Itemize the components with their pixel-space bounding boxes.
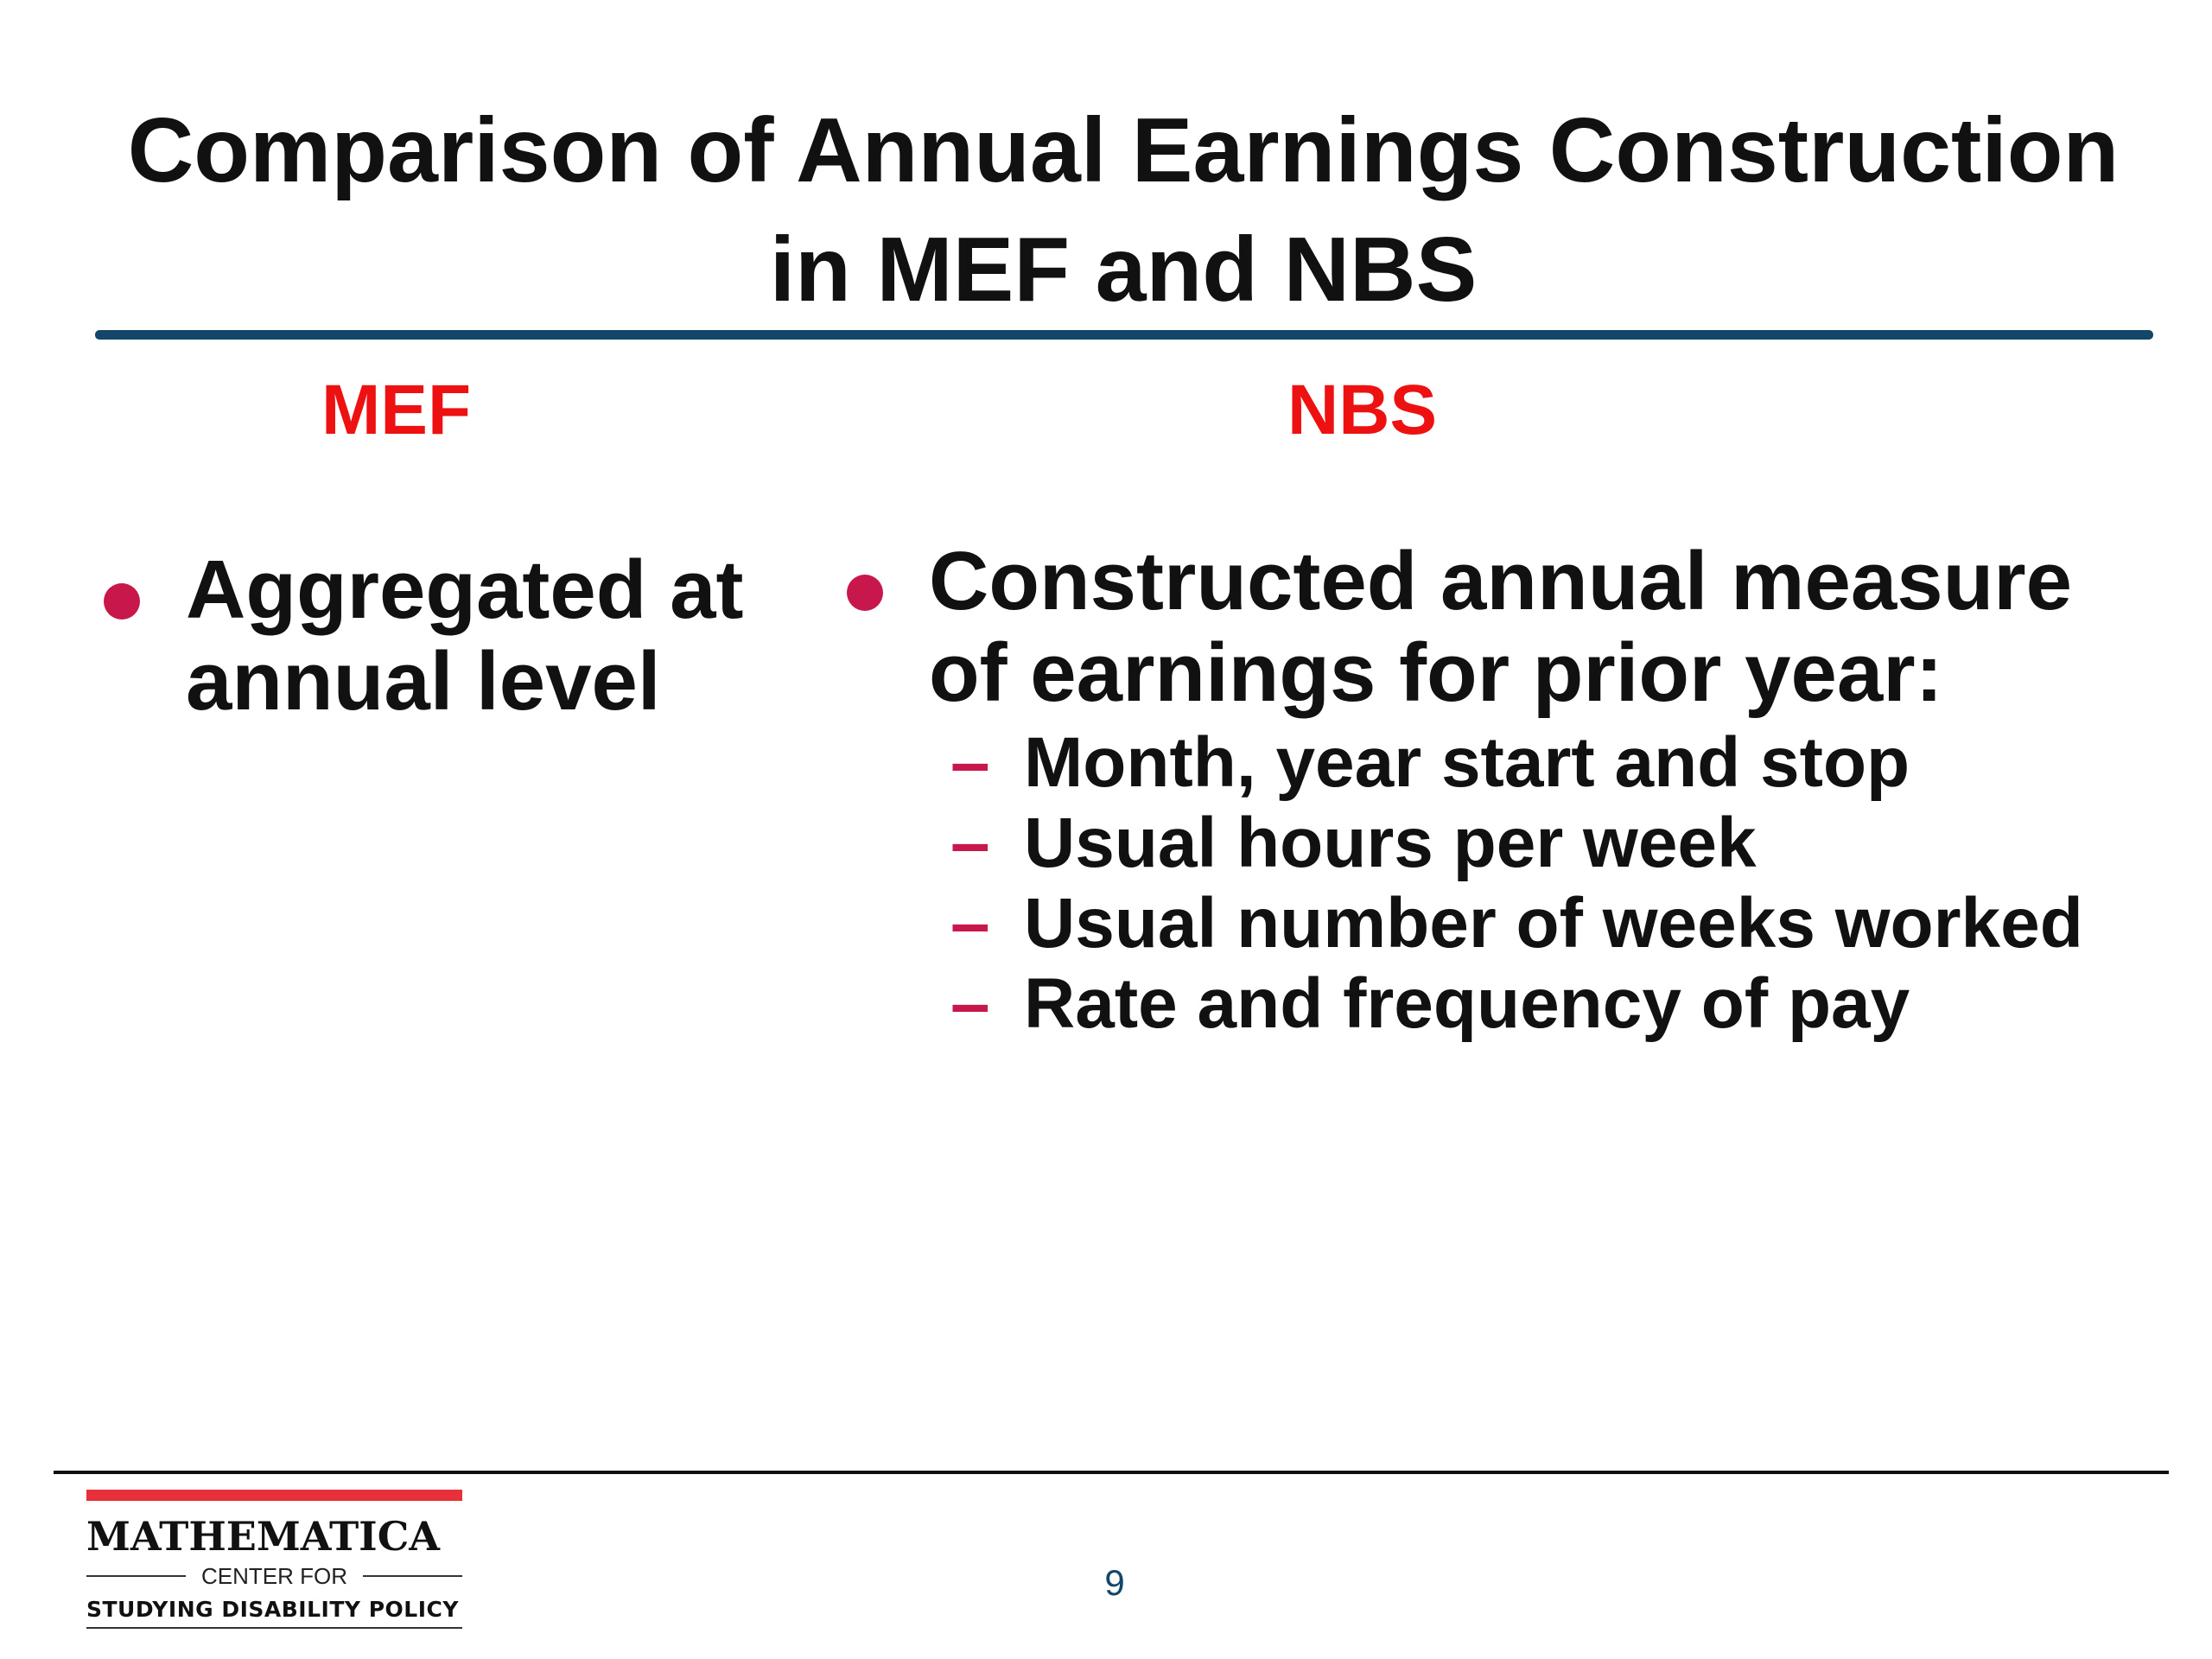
dash-icon: – (950, 723, 990, 802)
logo-rule-right (363, 1575, 462, 1577)
title-line-2: in MEF and NBS (769, 219, 1478, 321)
sub-bullet-text: Usual hours per week (1024, 804, 1757, 882)
mef-column: Aggregated at annual level (104, 544, 847, 728)
sub-bullet-item: – Usual number of weeks worked (950, 883, 2195, 963)
bullet-text: Aggregated at annual level (186, 544, 847, 728)
footer-divider (54, 1471, 2169, 1474)
logo-accent-bar (86, 1490, 462, 1501)
dash-icon: – (950, 884, 990, 963)
logo-center-for-text: CENTER FOR (201, 1563, 347, 1589)
sub-bullet-item: – Usual hours per week (950, 803, 2195, 883)
mathematica-logo: MATHEMATICA CENTER FOR STUDYING DISABILI… (86, 1490, 462, 1629)
sub-bullet-text: Usual number of weeks worked (1024, 884, 2083, 963)
sub-bullet-text: Month, year start and stop (1024, 723, 1910, 802)
mef-column-heading: MEF (321, 371, 472, 449)
bullet-line-2: of earnings for prior year: (929, 626, 1943, 719)
title-divider (95, 330, 2153, 340)
slide-title: Comparison of Annual Earnings Constructi… (35, 91, 2212, 329)
logo-rule-bottom (86, 1627, 462, 1629)
bullet-dot-icon (847, 575, 883, 611)
title-line-1: Comparison of Annual Earnings Constructi… (127, 99, 2120, 201)
sub-bullet-item: – Rate and frequency of pay (950, 963, 2195, 1044)
sub-bullet-list: – Month, year start and stop – Usual hou… (847, 722, 2195, 1044)
bullet-line-1: Constructed annual measure (929, 535, 2072, 627)
bullet-line-1: Aggregated at (186, 543, 744, 636)
bullet-text: Constructed annual measure of earnings f… (929, 536, 2195, 719)
logo-wordmark: MATHEMATICA (86, 1513, 440, 1560)
dash-icon: – (950, 804, 990, 882)
logo-center-for: CENTER FOR (86, 1563, 462, 1589)
nbs-column-heading: NBS (1287, 371, 1438, 449)
sub-bullet-text: Rate and frequency of pay (1024, 964, 1910, 1043)
sub-bullet-item: – Month, year start and stop (950, 722, 2195, 803)
page-number: 9 (1104, 1562, 1125, 1603)
dash-icon: – (950, 964, 990, 1043)
bullet-item: Constructed annual measure of earnings f… (847, 536, 2195, 719)
bullet-line-2: annual level (186, 635, 661, 728)
bullet-item: Aggregated at annual level (104, 544, 847, 728)
bullet-dot-icon (104, 583, 140, 620)
logo-subtitle: STUDYING DISABILITY POLICY (86, 1597, 459, 1622)
logo-rule-left (86, 1575, 186, 1577)
nbs-column: Constructed annual measure of earnings f… (847, 536, 2195, 1044)
